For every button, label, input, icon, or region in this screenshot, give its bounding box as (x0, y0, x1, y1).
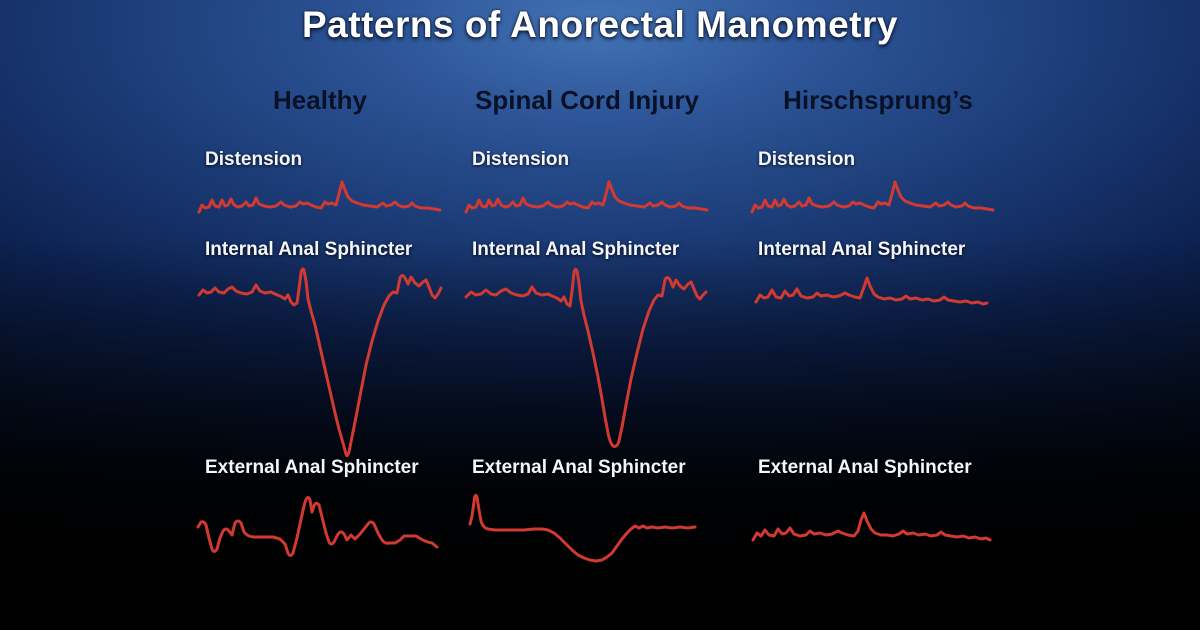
sci-distension-trace (464, 180, 709, 214)
hirschsprungs-internal-anal-sphincter-trace (754, 276, 989, 306)
trace-path (754, 276, 989, 306)
healthy-internal-anal-sphincter-trace (197, 267, 443, 458)
trace-path (464, 267, 708, 448)
row-label-external-anal-sphincter-sci: External Anal Sphincter (472, 457, 686, 478)
sci-internal-anal-sphincter-trace (464, 267, 708, 448)
row-label-internal-anal-sphincter-hirschsprungs: Internal Anal Sphincter (758, 239, 966, 260)
trace-path (196, 496, 439, 557)
trace-path (468, 493, 697, 563)
row-label-external-anal-sphincter-hirschsprungs: External Anal Sphincter (758, 457, 972, 478)
column-header-hirschsprungs: Hirschsprung’s (783, 85, 973, 115)
row-label-distension-hirschsprungs: Distension (758, 149, 856, 170)
column-header-healthy: Healthy (273, 85, 367, 115)
row-label-internal-anal-sphincter-sci: Internal Anal Sphincter (472, 239, 680, 260)
healthy-external-anal-sphincter-trace (196, 496, 439, 557)
trace-path (197, 267, 443, 458)
row-label-distension-sci: Distension (472, 149, 570, 170)
column-header-spinal-cord-injury: Spinal Cord Injury (475, 85, 699, 115)
row-label-distension-healthy: Distension (205, 149, 303, 170)
trace-path (750, 180, 995, 214)
slide-title: Patterns of Anorectal Manometry (302, 4, 898, 45)
trace-path (751, 511, 992, 542)
row-label-internal-anal-sphincter-healthy: Internal Anal Sphincter (205, 239, 413, 260)
hirschsprungs-distension-trace (750, 180, 995, 214)
trace-path (464, 180, 709, 214)
trace-path (197, 180, 442, 214)
sci-external-anal-sphincter-trace (468, 493, 697, 563)
healthy-distension-trace (197, 180, 442, 214)
row-label-external-anal-sphincter-healthy: External Anal Sphincter (205, 457, 419, 478)
hirschsprungs-external-anal-sphincter-trace (751, 511, 992, 542)
